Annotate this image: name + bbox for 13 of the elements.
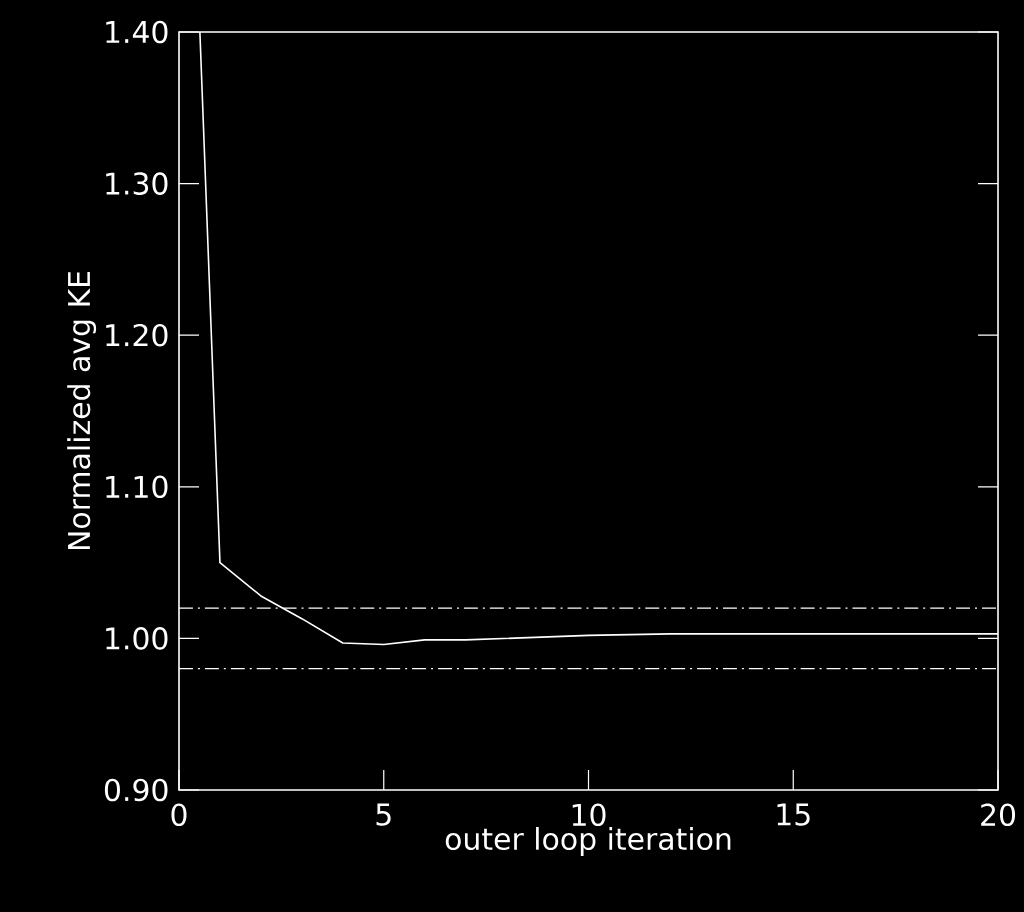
y-tick-label: 1.10 xyxy=(106,475,168,499)
y-tick-label: 1.40 xyxy=(106,20,168,44)
x-tick-label: 15 xyxy=(777,803,810,826)
y-tick-label: 0.90 xyxy=(104,778,168,802)
x-axis-title: outer loop iteration xyxy=(445,826,731,856)
y-axis-title: Normalized avg KE xyxy=(67,271,97,550)
y-tick-label: 1.00 xyxy=(106,627,168,650)
x-tick-label: 10 xyxy=(572,803,606,827)
x-tick-label: 5 xyxy=(376,803,391,826)
x-tick-label: 20 xyxy=(981,803,1016,827)
x-tick-label: 0 xyxy=(171,803,187,827)
y-tick-label: 1.30 xyxy=(106,172,168,195)
y-tick-label: 1.20 xyxy=(106,323,168,347)
